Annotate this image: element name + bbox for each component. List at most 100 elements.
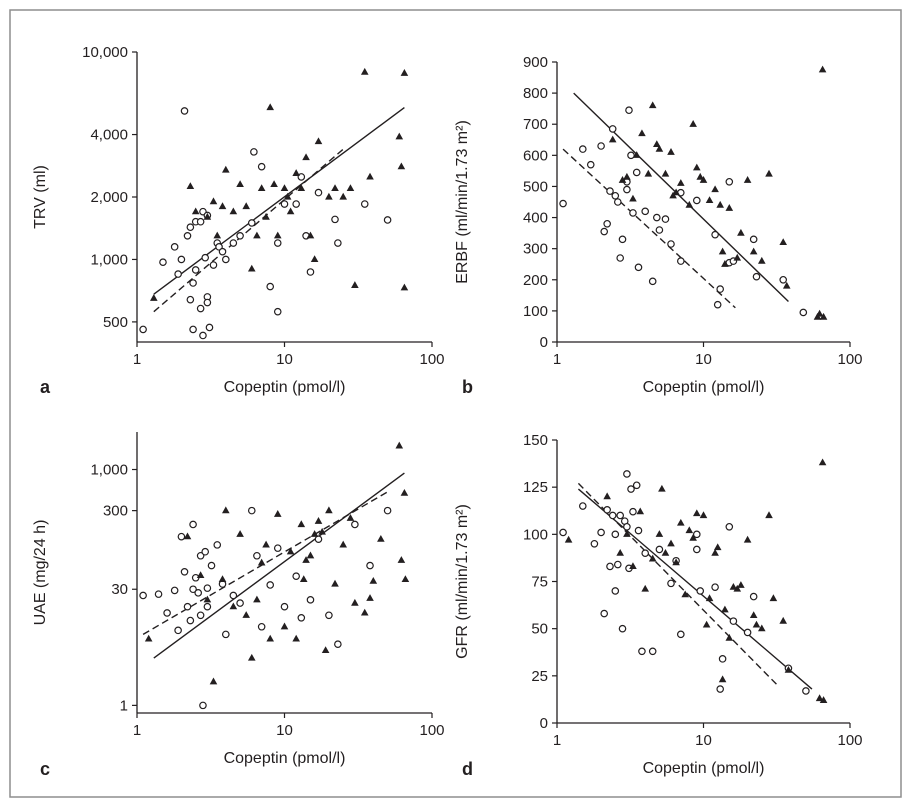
data-point-triangle <box>306 551 315 559</box>
y-tick-label: 1,000 <box>90 251 128 268</box>
data-point-triangle <box>273 231 282 239</box>
data-point-circle <box>366 561 374 570</box>
data-point-triangle <box>321 646 330 654</box>
data-point-triangle <box>369 576 378 584</box>
data-point-circle <box>632 168 641 177</box>
data-point-circle <box>559 199 567 208</box>
data-point-triangle <box>661 169 670 177</box>
data-point-circle <box>578 502 587 510</box>
data-point-circle <box>692 530 701 539</box>
data-point-circle <box>257 622 266 631</box>
data-point-circle <box>629 209 637 217</box>
data-point-triangle <box>401 575 410 583</box>
data-point-circle <box>201 547 210 556</box>
x-axis-label: Copeptin (pmol/l) <box>224 750 346 767</box>
y-tick-label: 75 <box>531 574 548 591</box>
panel-label: d <box>462 759 473 779</box>
x-tick-label: 100 <box>419 351 444 368</box>
data-point-triangle <box>257 184 266 192</box>
y-tick-label: 30 <box>111 581 128 598</box>
x-tick-label: 100 <box>837 351 862 368</box>
data-point-circle <box>189 520 197 529</box>
data-point-triangle <box>395 441 404 449</box>
data-point-circle <box>752 272 761 281</box>
y-tick-label: 0 <box>540 715 548 732</box>
data-point-triangle <box>360 608 369 616</box>
y-tick-label: 600 <box>523 147 548 164</box>
data-point-circle <box>196 217 205 226</box>
data-point-circle <box>632 481 641 490</box>
y-tick-label: 500 <box>103 314 128 331</box>
panel-b: 1 10 100 0 100 200 300 400 500 600 700 800 900 Copept… <box>454 54 863 397</box>
x-tick-label: 1 <box>133 351 141 368</box>
y-tick-label: 1,000 <box>90 462 128 479</box>
data-point-circle <box>280 602 289 611</box>
data-point-circle <box>186 295 195 304</box>
data-point-triangle <box>222 165 230 173</box>
data-point-triangle <box>779 238 788 246</box>
x-tick-label: 10 <box>695 351 712 368</box>
data-point-circle <box>229 239 238 247</box>
data-point-circle <box>799 308 808 317</box>
data-point-triangle <box>636 507 645 515</box>
data-point-circle <box>696 587 705 595</box>
data-point-circle <box>634 526 643 535</box>
data-point-triangle <box>397 556 406 563</box>
data-point-triangle <box>743 535 752 543</box>
data-point-circle <box>618 235 627 244</box>
data-point-triangle <box>346 514 355 521</box>
data-point-triangle <box>685 526 694 534</box>
data-point-triangle <box>325 506 333 514</box>
data-point-circle <box>802 687 810 695</box>
y-axis-label: GFR (ml/min/1.73 m²) <box>454 504 471 659</box>
data-point-triangle <box>603 492 611 500</box>
data-point-triangle <box>721 605 729 613</box>
y-tick-label: 500 <box>523 178 548 195</box>
data-point-circle <box>229 591 238 600</box>
data-point-circle <box>325 611 333 620</box>
data-point-triangle <box>743 176 752 183</box>
data-point-triangle <box>203 595 212 603</box>
data-point-triangle <box>302 153 310 161</box>
data-point-triangle <box>310 530 319 537</box>
data-point-triangle <box>644 169 653 177</box>
x-axis-label: Copeptin (pmol/l) <box>643 760 765 777</box>
data-point-triangle <box>718 247 727 255</box>
data-point-triangle <box>360 67 369 75</box>
data-point-circle <box>331 215 339 224</box>
y-tick-label: 1 <box>120 697 128 714</box>
data-point-triangle <box>819 312 828 320</box>
data-point-circle <box>273 544 282 552</box>
data-point-triangle <box>325 192 333 200</box>
data-point-circle <box>597 142 605 150</box>
data-point-circle <box>611 530 620 539</box>
x-tick-label: 1 <box>133 722 141 739</box>
data-point-circle <box>236 232 244 240</box>
data-point-triangle <box>702 620 711 628</box>
data-point-triangle <box>292 634 300 642</box>
data-point-triangle <box>629 562 637 570</box>
data-point-triangle <box>209 677 218 685</box>
data-point-triangle <box>366 172 374 180</box>
data-point-circle <box>692 196 701 205</box>
data-point-circle <box>218 247 227 256</box>
data-point-circle <box>186 223 195 232</box>
data-point-circle <box>360 200 369 208</box>
y-tick-label: 0 <box>540 334 548 351</box>
data-point-circle <box>616 511 624 520</box>
data-point-triangle <box>395 132 404 140</box>
data-point-triangle <box>253 231 261 239</box>
data-point-circle <box>667 240 675 248</box>
y-tick-label: 25 <box>531 668 548 685</box>
data-point-triangle <box>784 665 793 673</box>
data-point-triangle <box>377 534 385 542</box>
data-point-triangle <box>218 202 227 210</box>
y-tick-label: 800 <box>523 85 548 102</box>
data-point-triangle <box>677 518 685 526</box>
data-point-triangle <box>733 253 742 261</box>
data-point-triangle <box>297 520 306 528</box>
data-point-triangle <box>608 135 617 143</box>
data-point-circle <box>623 522 631 531</box>
y-tick-label: 900 <box>523 54 548 71</box>
data-point-circle <box>196 611 205 620</box>
